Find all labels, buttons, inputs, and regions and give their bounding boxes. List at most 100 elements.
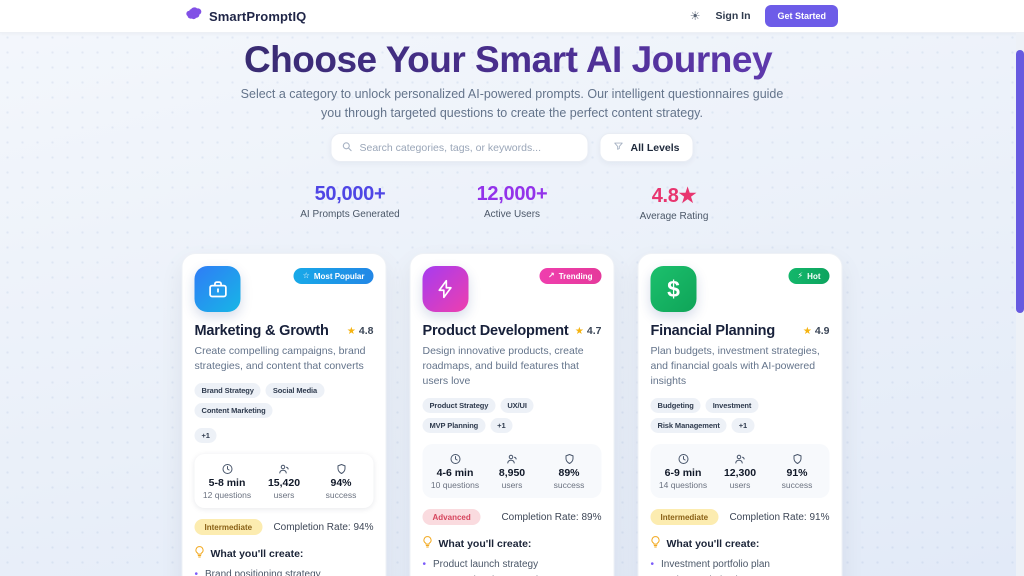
card-financial-planning[interactable]: $ ⚡ Hot Financial Planning ★ 4.9 Plan bu… [637,253,843,576]
brand-logo[interactable]: SmartPromptIQ [186,7,306,25]
star-icon: ★ [346,325,356,337]
sign-in-link[interactable]: Sign In [715,10,751,22]
what-you-create-heading: What you'll create: [423,536,602,551]
get-started-button[interactable]: Get Started [765,5,838,27]
theme-toggle-sun-icon[interactable]: ☀ [689,9,701,23]
stat-prompts: 50,000+ AI Prompts Generated [295,183,405,222]
bullet-item: • Brand positioning strategy [195,567,374,576]
brand-name: SmartPromptIQ [209,8,307,24]
level-filter-dropdown[interactable]: All Levels [599,133,694,162]
page-title: Choose Your Smart AI Journey [0,39,1016,81]
stat-rating-value: 4.8★ [651,185,697,207]
tag-list: Budgeting Investment Risk Management +1 [650,398,830,433]
search-icon [341,139,352,157]
search-row: All Levels [330,133,694,162]
users-icon [712,452,769,465]
subtitle-line-2: you through targeted questions to create… [321,105,703,120]
card-stats-box: 6-9 min 14 questions 12,300 users 91% su… [650,444,830,498]
dollar-icon: $ [650,266,697,312]
card-title: Product Development [422,323,569,339]
shield-icon [313,462,370,475]
stat-rating-label: Average Rating [639,211,709,222]
difficulty-badge: Advanced [422,509,481,525]
tag[interactable]: Budgeting [650,398,701,413]
trending-up-icon: ↗ [548,271,555,280]
subtitle-line-1: Select a category to unlock personalized… [240,87,784,101]
what-you-create-heading: What you'll create: [651,536,830,551]
bullet-item: • Investment portfolio plan [651,557,830,573]
card-title: Marketing & Growth [194,323,329,339]
zap-icon: ⚡ [797,271,804,280]
stat-rating: 4.8★ Average Rating [619,183,729,222]
tag-more[interactable]: +1 [194,428,217,443]
filter-icon [613,141,623,154]
scrollbar-thumb[interactable] [1016,50,1024,313]
card-rating: ★ 4.8 [346,325,374,337]
completion-rate: Completion Rate: 94% [273,521,374,533]
clock-icon [655,452,712,465]
card-stats-box: 5-8 min 12 questions 15,420 users 94% su… [194,454,374,508]
stat-time: 4-6 min 10 questions [427,452,484,490]
stat-users: 15,420 users [256,462,313,500]
stat-success: 91% success [769,452,826,490]
stat-users-label: Active Users [483,209,541,220]
bullet-dot: • [422,559,427,570]
card-rating: ★ 4.9 [802,325,830,337]
tag[interactable]: Product Strategy [422,398,496,413]
stat-success: 94% success [313,462,370,500]
star-icon: ★ [574,325,584,337]
card-description: Design innovative products, create roadm… [422,345,584,387]
difficulty-badge: Intermediate [194,519,263,535]
bullet-dot: • [650,559,655,570]
lightbulb-icon [651,536,661,551]
tag[interactable]: MVP Planning [422,418,486,433]
page-subtitle: Select a category to unlock personalized… [212,85,812,122]
badge-trending: ↗ Trending [539,268,602,284]
card-title: Financial Planning [650,323,776,339]
shield-icon [769,452,826,465]
tag[interactable]: Social Media [265,383,325,398]
briefcase-icon [194,266,241,312]
stat-prompts-value: 50,000+ [314,183,386,205]
tag[interactable]: Brand Strategy [194,383,261,398]
tag[interactable]: UX/UI [500,398,534,413]
tag[interactable]: Risk Management [650,418,727,433]
bullet-item: • Product launch strategy [423,557,602,573]
what-you-create-heading: What you'll create: [195,546,374,561]
tag-more[interactable]: +1 [490,418,513,433]
bullet-dot: • [194,569,199,576]
stat-success: 89% success [541,452,598,490]
star-icon: ★ [802,325,812,337]
badge-hot: ⚡ Hot [788,268,830,284]
tag-list: Brand Strategy Social Media Content Mark… [194,383,374,443]
bullet-list: •Brand positioning strategy •Social medi… [195,567,374,576]
stat-users: 12,000+ Active Users [457,183,567,222]
stat-time: 5-8 min 12 questions [199,462,256,500]
card-product-development[interactable]: ↗ Trending Product Development ★ 4.7 Des… [409,253,615,576]
lightbulb-icon [423,536,433,551]
search-input[interactable] [359,141,578,154]
clock-icon [199,462,256,475]
tag[interactable]: Investment [705,398,759,413]
stat-prompts-label: AI Prompts Generated [300,209,400,220]
tag-list: Product Strategy UX/UI MVP Planning +1 [422,398,602,433]
tag[interactable]: Content Marketing [194,403,273,418]
stat-users: 12,300 users [712,452,769,490]
card-rating: ★ 4.7 [574,325,602,337]
stats-row: 50,000+ AI Prompts Generated 12,000+ Act… [295,183,729,222]
completion-rate: Completion Rate: 89% [501,511,602,523]
completion-rate: Completion Rate: 91% [729,511,830,523]
search-box[interactable] [330,133,589,162]
clock-icon [427,452,484,465]
card-marketing-growth[interactable]: ☆ Most Popular Marketing & Growth ★ 4.8 … [181,253,387,576]
difficulty-badge: Intermediate [650,509,719,525]
card-description: Plan budgets, investment strategies, and… [650,345,820,387]
users-icon [256,462,313,475]
bullet-list: •Investment portfolio plan •Budget optim… [651,557,830,576]
star-outline-icon: ☆ [302,271,310,280]
tag-more[interactable]: +1 [731,418,755,433]
stat-users: 8,950 users [484,452,541,490]
badge-most-popular: ☆ Most Popular [293,268,374,284]
top-navbar: SmartPromptIQ ☀ Sign In Get Started [0,0,1024,33]
lightning-icon [422,266,469,312]
